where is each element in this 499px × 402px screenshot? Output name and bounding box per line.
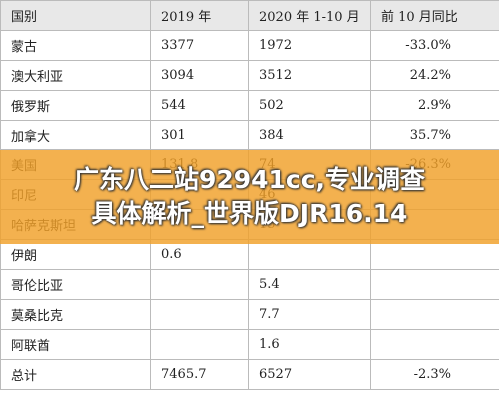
table-cell: 502 bbox=[248, 89, 371, 121]
table-cell: 7465.7 bbox=[150, 358, 249, 390]
table-cell bbox=[150, 328, 249, 360]
table-cell: 1.6 bbox=[248, 328, 371, 360]
banner-text: 具体解析_世界版DJR16.14 bbox=[91, 199, 408, 228]
table-cell: 总计 bbox=[0, 358, 151, 390]
header-row: 国别 2019 年 2020 年 1-10 月前 10 月同比 bbox=[0, 0, 499, 31]
header-cell: 2020 年 1-10 月 bbox=[248, 0, 371, 31]
table-cell: 5.4 bbox=[248, 269, 371, 300]
table-cell: 阿联酋 bbox=[0, 328, 151, 360]
table-cell: 伊朗 bbox=[0, 239, 151, 271]
table-cell: 3094 bbox=[150, 59, 249, 91]
table-cell: 莫桑比克 bbox=[0, 298, 151, 330]
table-cell bbox=[370, 328, 499, 360]
table-cell: 3512 bbox=[248, 59, 371, 91]
table-row: 哥伦比亚 5.4 bbox=[0, 269, 499, 300]
overlay-banner: 广东八二站92941cc,专业调查 具体解析_世界版DJR16.14 bbox=[0, 150, 499, 244]
table-cell: 蒙古 bbox=[0, 29, 151, 61]
table-row: 蒙古 3377 1972 -33.0% bbox=[0, 29, 499, 61]
table-row: 总计 7465.7 6527 -2.3% bbox=[0, 358, 499, 390]
table-cell: 澳大利亚 bbox=[0, 59, 151, 91]
table-cell: -2.3% bbox=[370, 358, 499, 390]
table-cell: 2.9% bbox=[370, 89, 499, 121]
table-row: 阿联酋 1.6 bbox=[0, 328, 499, 360]
banner-text: 广东八二站92941cc,专业调查 bbox=[73, 165, 426, 194]
table-cell: 544 bbox=[150, 89, 249, 121]
table-cell: 0.6 bbox=[150, 239, 249, 271]
table-cell: 35.7% bbox=[370, 119, 499, 151]
header-cell: 前 10 月同比 bbox=[370, 0, 499, 31]
table-cell: 301 bbox=[150, 119, 249, 151]
table-cell: 3377 bbox=[150, 29, 249, 61]
table-row: 莫桑比克 7.7 bbox=[0, 298, 499, 330]
table-cell: -33.0% bbox=[370, 29, 499, 61]
table-cell: 1972 bbox=[248, 29, 371, 61]
table-cell: 7.7 bbox=[248, 298, 371, 330]
table-cell: 加拿大 bbox=[0, 119, 151, 151]
table-row: 澳大利亚 3094 3512 24.2% bbox=[0, 59, 499, 91]
table-cell: 6527 bbox=[248, 358, 371, 390]
table-cell bbox=[370, 298, 499, 330]
table-cell bbox=[370, 269, 499, 300]
table-cell: 哥伦比亚 bbox=[0, 269, 151, 300]
table-cell bbox=[150, 269, 249, 300]
table-cell bbox=[370, 239, 499, 271]
table-cell: 384 bbox=[248, 119, 371, 151]
table-cell: 24.2% bbox=[370, 59, 499, 91]
table-row: 伊朗 0.6 bbox=[0, 239, 499, 271]
table-cell bbox=[248, 239, 371, 271]
header-cell: 国别 bbox=[0, 0, 151, 31]
table-cell bbox=[150, 298, 249, 330]
table-cell: 俄罗斯 bbox=[0, 89, 151, 121]
table-row: 加拿大 301 384 35.7% bbox=[0, 119, 499, 151]
table-row: 俄罗斯 544 502 2.9% bbox=[0, 89, 499, 121]
header-cell: 2019 年 bbox=[150, 0, 249, 31]
